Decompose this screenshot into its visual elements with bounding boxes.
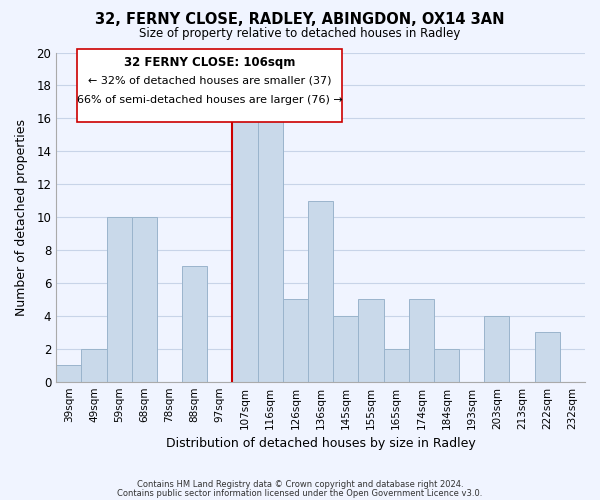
Bar <box>182 266 207 382</box>
Bar <box>283 300 308 382</box>
Bar <box>56 365 82 382</box>
Bar <box>333 316 358 382</box>
Text: 32 FERNY CLOSE: 106sqm: 32 FERNY CLOSE: 106sqm <box>124 56 295 69</box>
Text: Contains HM Land Registry data © Crown copyright and database right 2024.: Contains HM Land Registry data © Crown c… <box>137 480 463 489</box>
Bar <box>132 217 157 382</box>
Text: 66% of semi-detached houses are larger (76) →: 66% of semi-detached houses are larger (… <box>77 96 343 106</box>
Bar <box>383 349 409 382</box>
Text: 32, FERNY CLOSE, RADLEY, ABINGDON, OX14 3AN: 32, FERNY CLOSE, RADLEY, ABINGDON, OX14 … <box>95 12 505 28</box>
Bar <box>484 316 509 382</box>
Bar <box>434 349 459 382</box>
Bar <box>107 217 132 382</box>
FancyBboxPatch shape <box>77 49 342 122</box>
Text: Size of property relative to detached houses in Radley: Size of property relative to detached ho… <box>139 28 461 40</box>
Bar <box>257 102 283 382</box>
Bar <box>232 118 257 382</box>
X-axis label: Distribution of detached houses by size in Radley: Distribution of detached houses by size … <box>166 437 475 450</box>
Text: Contains public sector information licensed under the Open Government Licence v3: Contains public sector information licen… <box>118 489 482 498</box>
Bar <box>358 300 383 382</box>
Bar <box>535 332 560 382</box>
Bar <box>308 200 333 382</box>
Y-axis label: Number of detached properties: Number of detached properties <box>15 118 28 316</box>
Bar <box>82 349 107 382</box>
Bar <box>409 300 434 382</box>
Text: ← 32% of detached houses are smaller (37): ← 32% of detached houses are smaller (37… <box>88 76 331 86</box>
